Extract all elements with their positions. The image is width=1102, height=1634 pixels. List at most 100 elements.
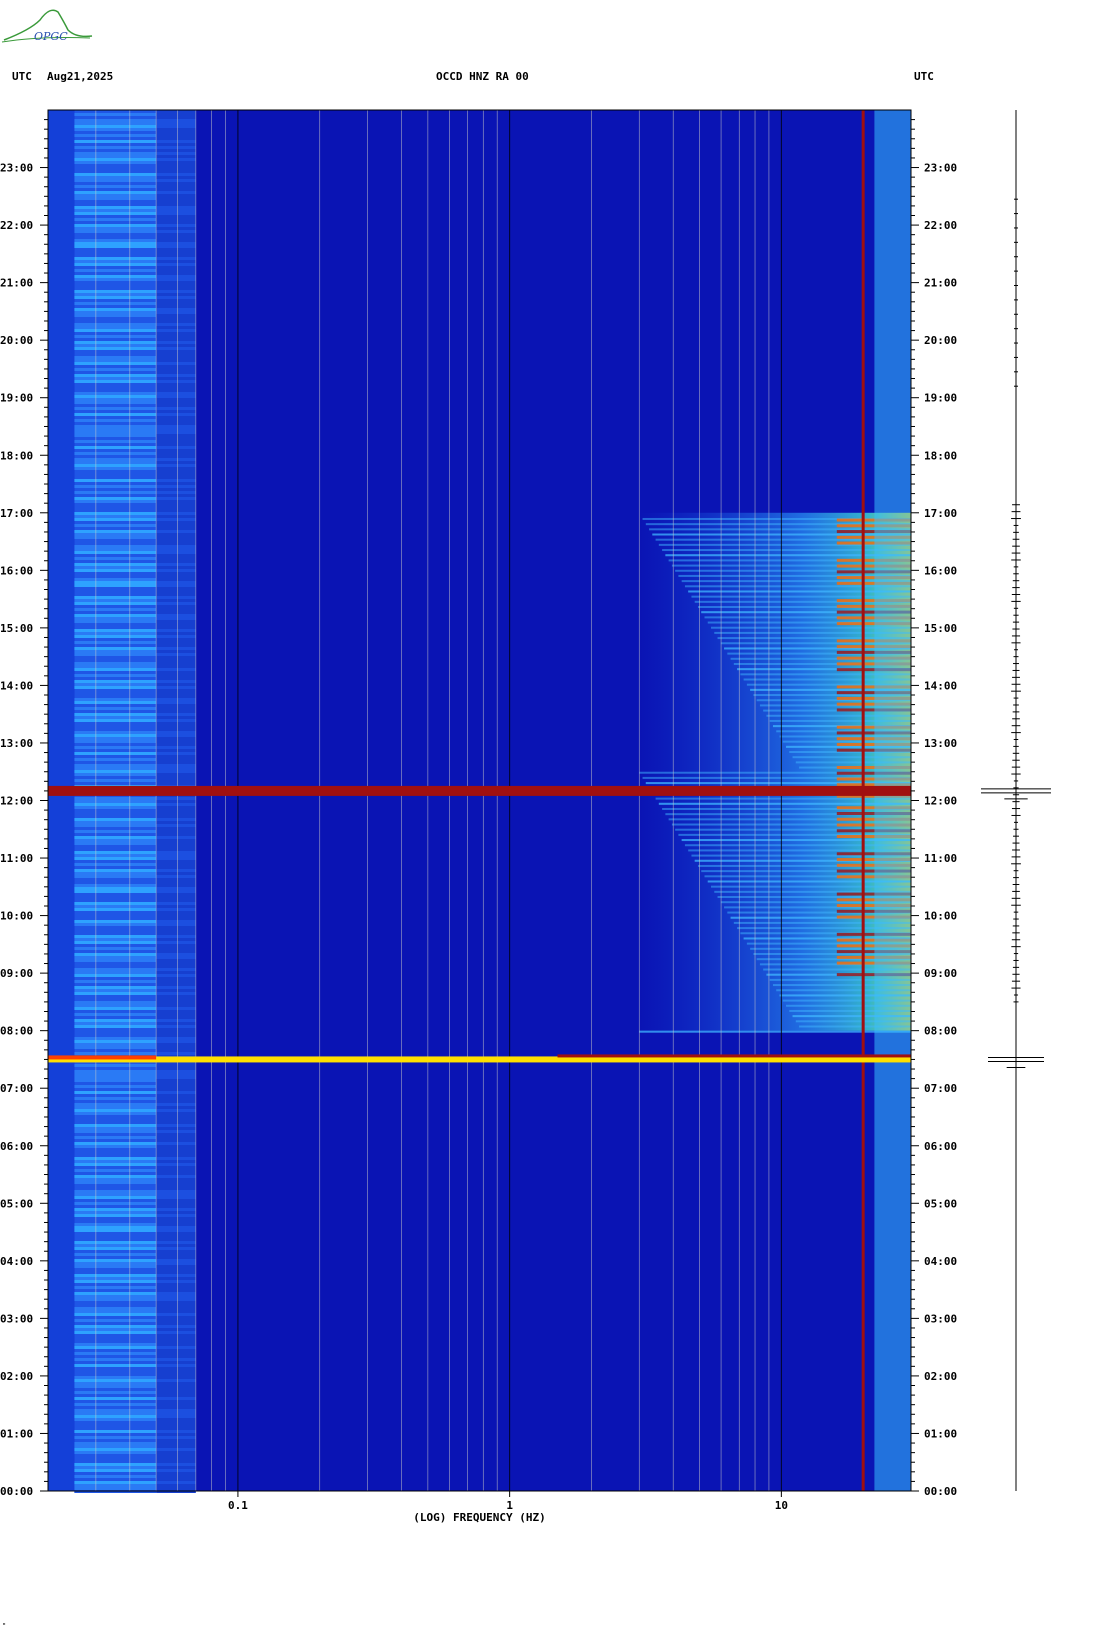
low-band-stripe [74,698,157,701]
low-band-stripe [74,818,157,821]
y-tick-label-right: 23:00 [924,162,957,175]
low-band-stripe [156,833,196,836]
low-band-stripe [156,566,196,569]
activity-hotspot [836,748,911,752]
low-band-stripe [156,584,196,587]
low-band-stripe [74,347,157,350]
low-band-stripe [74,434,157,437]
low-band-stripe [74,998,157,1001]
low-band-stripe [156,1178,196,1181]
activity-streak [662,807,911,810]
activity-streak [675,828,911,831]
activity-streak [655,797,911,800]
low-band-stripe [74,209,157,212]
low-band-stripe [156,1232,196,1235]
low-band-stripe [156,908,196,911]
low-band-stripe [74,263,157,266]
activity-streak [792,756,911,759]
low-band-stripe [156,437,196,440]
low-band-stripe [156,746,196,749]
low-band-stripe [156,1025,196,1028]
low-band-stripe [156,647,196,650]
low-band-stripe [74,1124,157,1127]
low-band-stripe [156,164,196,167]
low-band-stripe [74,395,157,398]
low-band-stripe [156,476,196,479]
low-band-stripe [156,803,196,806]
low-band-stripe [156,917,196,920]
low-band-stripe [74,884,157,887]
low-band-stripe [156,470,196,473]
low-band-stripe [74,704,157,707]
low-band-stripe [156,953,196,956]
low-band-stripe [74,938,157,941]
low-band-stripe [74,902,157,905]
low-band-stripe [156,179,196,182]
low-band-stripe [156,269,196,272]
y-tick-label-left: 03:00 [0,1312,33,1325]
low-band-stripe [156,1316,196,1319]
low-band-stripe [156,1280,196,1283]
low-band-stripe [74,1274,157,1277]
low-band-stripe [156,1016,196,1019]
activity-hotspot [836,875,911,879]
low-band-stripe [156,1421,196,1424]
low-band-stripe [156,158,196,161]
low-band-stripe [156,941,196,944]
low-band-stripe [156,293,196,296]
low-band-stripe [74,1343,157,1346]
low-band-stripe [74,764,157,767]
low-band-stripe [156,671,196,674]
activity-streak [737,668,911,671]
low-band-stripe [74,1202,157,1205]
low-band-stripe [156,878,196,881]
low-band-stripe [156,884,196,887]
low-band-stripe [156,422,196,425]
low-band-stripe [156,719,196,722]
activity-hotspot [836,938,911,942]
low-band-stripe [74,1133,157,1136]
low-band-stripe [74,833,157,836]
low-band-stripe [156,443,196,446]
activity-streak [671,823,911,826]
low-band-stripe [74,614,157,617]
low-band-stripe [156,1130,196,1133]
activity-streak [730,657,911,660]
low-band-stripe [74,1271,157,1274]
activity-hotspot [836,950,911,954]
low-band-stripe [74,1019,157,1022]
activity-streak [763,968,911,971]
low-band-stripe [156,623,196,626]
low-band-stripe [156,227,196,230]
low-band-stripe [74,350,157,353]
y-tick-label-left: 05:00 [0,1197,33,1210]
low-band-stripe [74,326,157,329]
low-band-stripe [74,1376,157,1379]
low-band-stripe [156,971,196,974]
activity-streak [717,896,911,899]
low-band-stripe [156,929,196,932]
low-band-stripe [74,425,157,428]
low-band-stripe [156,1367,196,1370]
activity-streak [707,621,911,624]
low-band-stripe [156,1193,196,1196]
activity-hotspot [836,812,911,816]
low-band-stripe [74,302,157,305]
low-band-stripe [74,728,157,731]
low-band-stripe [156,635,196,638]
activity-streak [720,901,911,904]
y-tick-label-left: 17:00 [0,507,33,520]
low-band-stripe [156,404,196,407]
activity-streak [711,626,911,629]
low-band-stripe [156,344,196,347]
low-band-stripe [156,143,196,146]
low-band-stripe [156,1076,196,1079]
low-band-stripe [156,1043,196,1046]
activity-hotspot [836,541,911,545]
low-band-stripe [156,1262,196,1265]
y-tick-label-left: 12:00 [0,795,33,808]
low-band-stripe [74,1139,157,1142]
low-band-stripe [74,482,157,485]
activity-hotspot [836,944,911,948]
activity-streak [691,595,911,598]
